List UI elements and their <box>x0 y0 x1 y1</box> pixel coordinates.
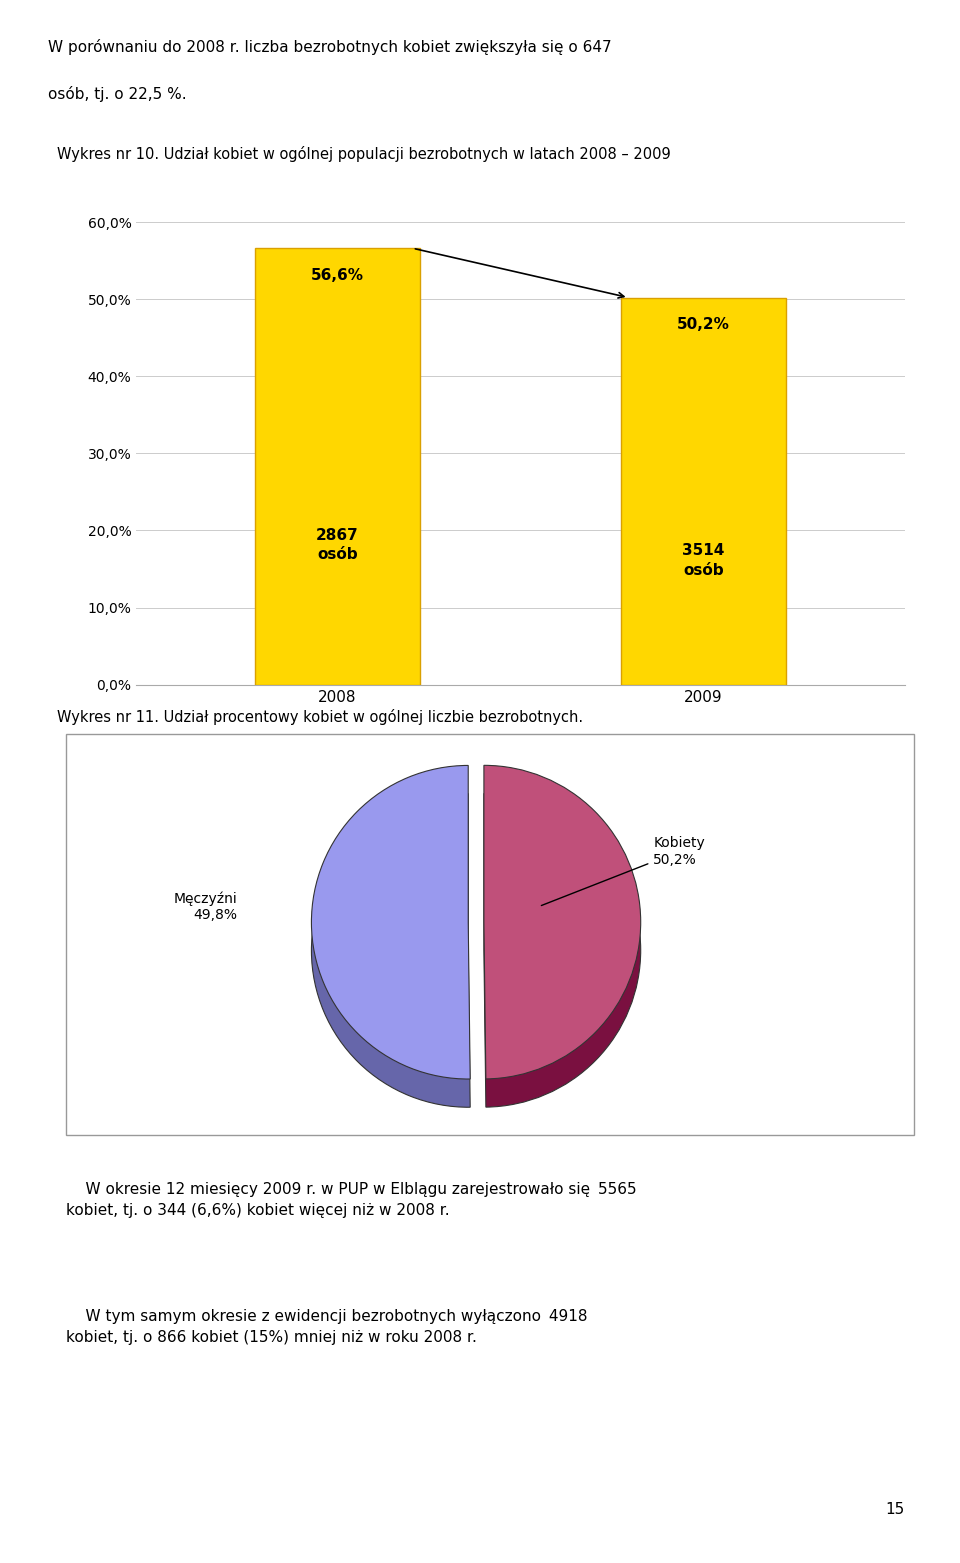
Text: Wykres nr 10. Udział kobiet w ogólnej populacji bezrobotnych w latach 2008 – 200: Wykres nr 10. Udział kobiet w ogólnej po… <box>57 145 671 163</box>
Text: W okresie 12 miesięcy 2009 r. w PUP w Elblągu zarejestrowało się  5565
kobiet, t: W okresie 12 miesięcy 2009 r. w PUP w El… <box>65 1182 636 1219</box>
Text: 15: 15 <box>885 1502 904 1516</box>
Text: Wykres nr 11. Udział procentowy kobiet w ogólnej liczbie bezrobotnych.: Wykres nr 11. Udział procentowy kobiet w… <box>57 710 583 725</box>
Text: W tym samym okresie z ewidencji bezrobotnych wyłączono  4918
kobiet, tj. o 866 k: W tym samym okresie z ewidencji bezrobot… <box>65 1308 588 1344</box>
Text: osób, tj. o 22,5 %.: osób, tj. o 22,5 %. <box>48 86 186 102</box>
FancyBboxPatch shape <box>65 735 914 1135</box>
Text: W porównaniu do 2008 r. liczba bezrobotnych kobiet zwiększyła się o 647: W porównaniu do 2008 r. liczba bezrobotn… <box>48 39 612 55</box>
